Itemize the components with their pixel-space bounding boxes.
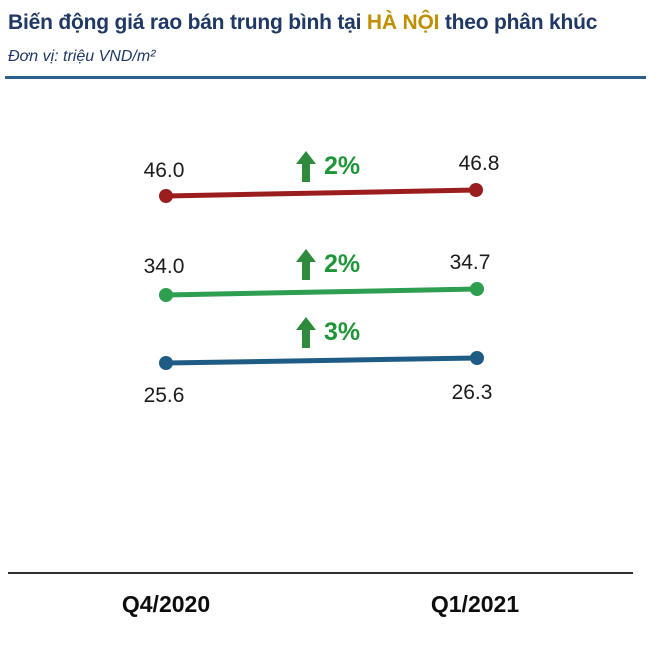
x-axis-line xyxy=(8,572,633,574)
value-label-blue-right: 26.3 xyxy=(451,381,493,404)
series-blue xyxy=(159,351,484,370)
change-percent-green: 2% xyxy=(324,250,361,278)
title-highlight-city: HÀ NỘI xyxy=(366,11,440,34)
value-label-green-left: 34.0 xyxy=(143,255,185,278)
change-badge-blue: 3% xyxy=(296,317,360,348)
page-title: Biến động giá rao bán trung bình tại HÀ … xyxy=(8,11,656,35)
unit-label: Đơn vị: triệu VND/m² xyxy=(8,48,156,65)
change-percent-blue: 3% xyxy=(324,318,361,346)
x-axis-label-q1-2021: Q1/2021 xyxy=(430,591,520,617)
title-text-suffix: theo phân khúc xyxy=(439,11,598,34)
change-badge-green: 2% xyxy=(296,249,360,280)
up-arrow-icon xyxy=(296,249,316,280)
up-arrow-icon xyxy=(296,317,316,348)
value-label-red-left: 46.0 xyxy=(143,159,185,182)
header-divider xyxy=(5,76,646,79)
title-text-prefix: Biến động giá rao bán trung bình tại xyxy=(8,11,367,34)
up-arrow-icon xyxy=(296,151,316,182)
x-axis-label-q4-2020: Q4/2020 xyxy=(121,591,211,617)
value-label-red-right: 46.8 xyxy=(458,152,500,175)
series-green xyxy=(159,282,484,302)
value-label-blue-left: 25.6 xyxy=(143,384,185,407)
value-label-green-right: 34.7 xyxy=(449,251,491,274)
series-red xyxy=(159,183,483,203)
change-percent-red: 2% xyxy=(324,152,361,180)
change-badge-red: 2% xyxy=(296,151,360,182)
